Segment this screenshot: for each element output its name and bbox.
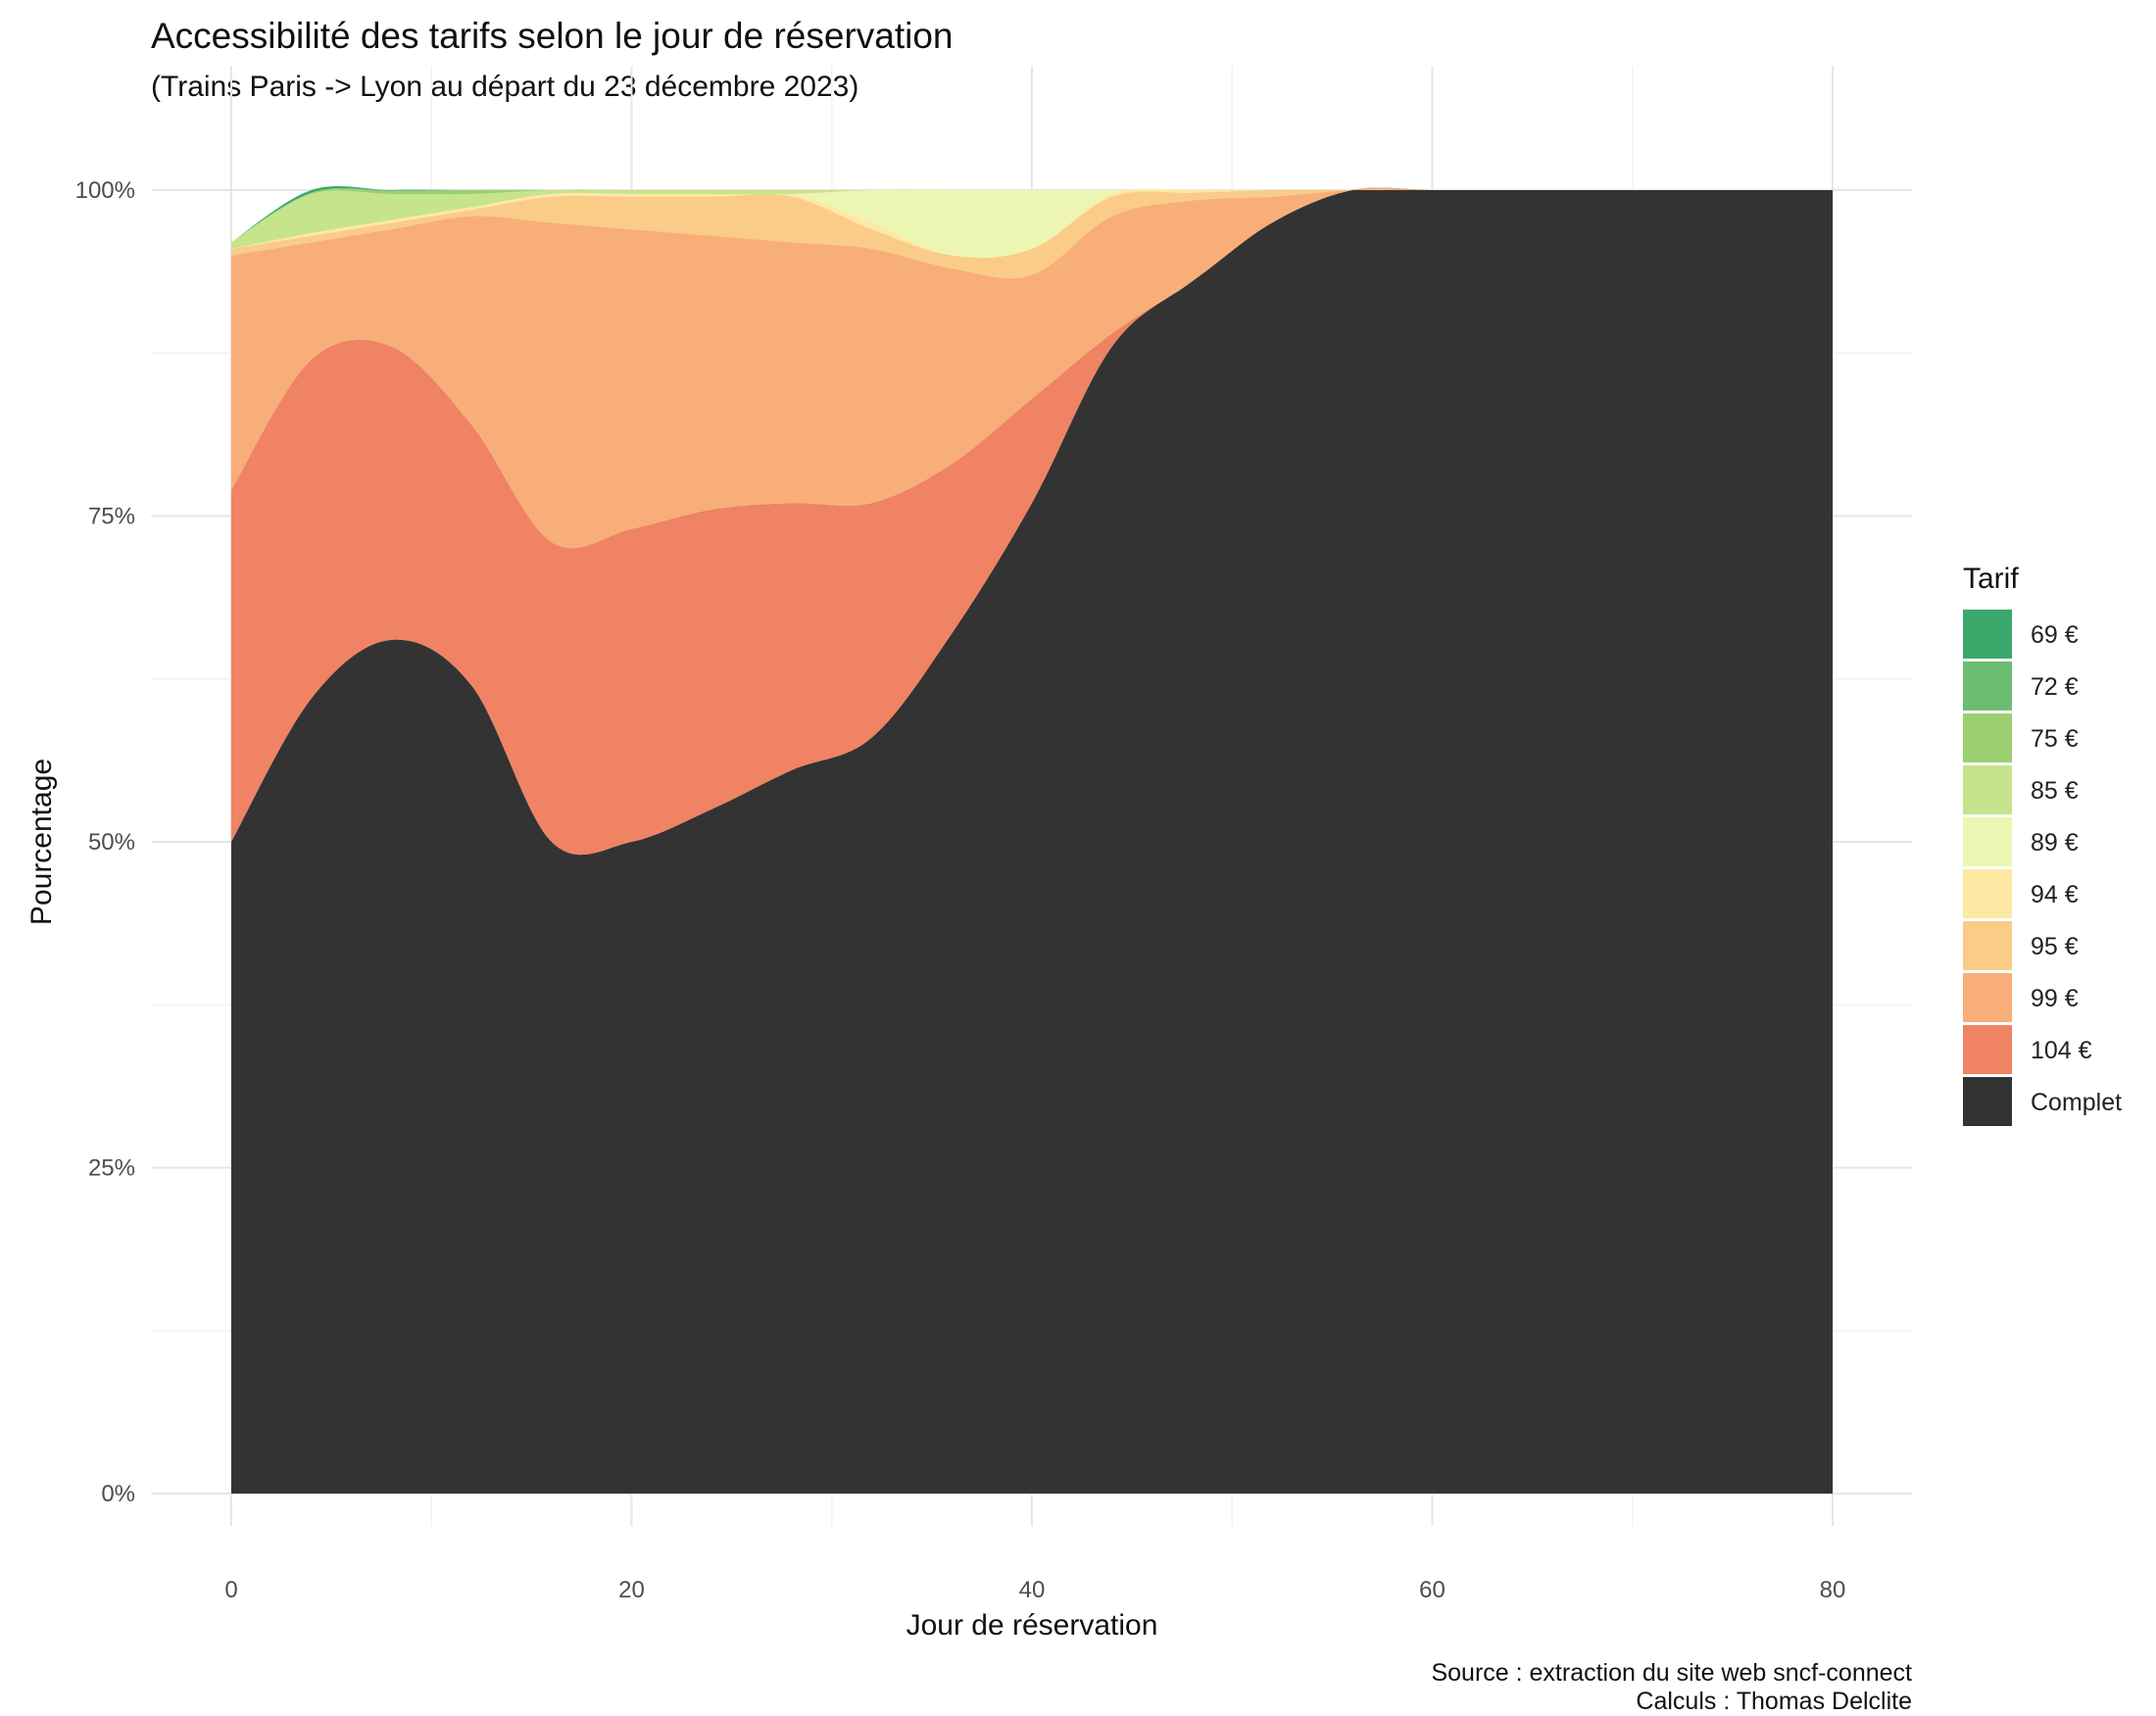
area-85 xyxy=(231,189,1833,249)
legend-key xyxy=(1963,713,2012,762)
legend-label: 72 € xyxy=(2031,673,2079,701)
chart-subtitle: (Trains Paris -> Lyon au départ du 23 dé… xyxy=(151,71,859,103)
area-104 xyxy=(231,187,1833,856)
caption-credits: Calculs : Thomas Delclite xyxy=(1636,1688,1912,1715)
legend-label: 85 € xyxy=(2031,777,2079,805)
legend-label: 69 € xyxy=(2031,621,2079,649)
y-tick-label: 25% xyxy=(88,1155,135,1182)
legend-title: Tarif xyxy=(1963,563,2019,595)
legend-label: 99 € xyxy=(2031,985,2079,1012)
y-axis-title: Pourcentage xyxy=(25,759,58,925)
legend-key xyxy=(1963,973,2012,1022)
area-89 xyxy=(231,188,1833,259)
y-tick-label: 0% xyxy=(101,1481,135,1507)
area-95 xyxy=(231,189,1833,278)
chart-title: Accessibilité des tarifs selon le jour d… xyxy=(151,16,954,56)
legend-label: Complet xyxy=(2031,1089,2122,1116)
legend-key xyxy=(1963,610,2012,659)
y-tick-label: 50% xyxy=(88,829,135,856)
x-tick-label: 40 xyxy=(1019,1577,1046,1603)
legend-key xyxy=(1963,1025,2012,1074)
x-axis-title: Jour de réservation xyxy=(906,1609,1158,1642)
area-99 xyxy=(231,187,1833,549)
legend-label: 89 € xyxy=(2031,829,2079,857)
area-complet xyxy=(231,187,1833,1495)
legend-key xyxy=(1963,869,2012,918)
legend-key xyxy=(1963,1077,2012,1126)
x-tick-label: 80 xyxy=(1820,1577,1846,1603)
legend-label: 94 € xyxy=(2031,881,2079,908)
x-tick-label: 0 xyxy=(224,1577,237,1603)
caption-source: Source : extraction du site web sncf-con… xyxy=(1431,1659,1912,1687)
legend-key xyxy=(1963,921,2012,970)
legend-key xyxy=(1963,817,2012,866)
legend-label: 95 € xyxy=(2031,933,2079,960)
legend-label: 104 € xyxy=(2031,1037,2092,1064)
y-tick-label: 75% xyxy=(88,504,135,530)
legend-key xyxy=(1963,765,2012,814)
x-tick-label: 20 xyxy=(618,1577,645,1603)
x-tick-label: 60 xyxy=(1419,1577,1446,1603)
legend-key xyxy=(1963,662,2012,711)
legend-label: 75 € xyxy=(2031,725,2079,753)
y-tick-label: 100% xyxy=(75,177,135,204)
